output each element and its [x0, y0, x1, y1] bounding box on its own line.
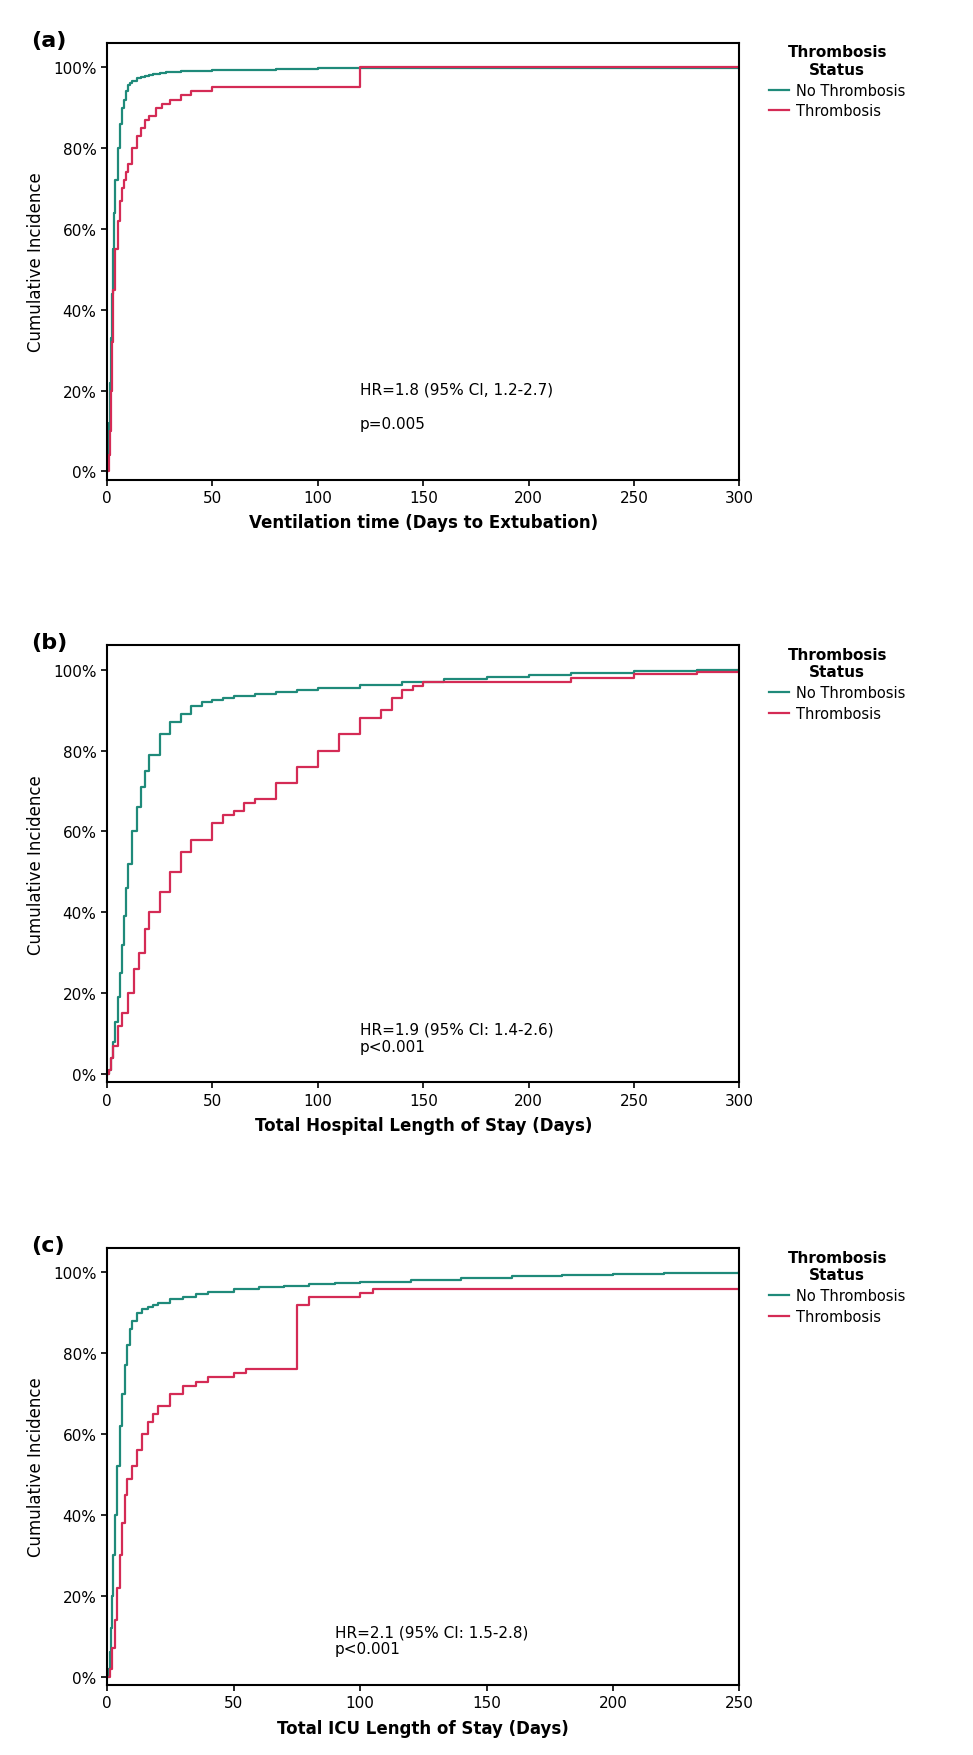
Text: HR=2.1 (95% CI: 1.5-2.8)
p<0.001: HR=2.1 (95% CI: 1.5-2.8) p<0.001 — [335, 1623, 528, 1657]
Text: (c): (c) — [31, 1236, 65, 1255]
Legend: No Thrombosis, Thrombosis: No Thrombosis, Thrombosis — [766, 42, 909, 123]
X-axis label: Total ICU Length of Stay (Days): Total ICU Length of Stay (Days) — [277, 1718, 569, 1736]
Legend: No Thrombosis, Thrombosis: No Thrombosis, Thrombosis — [766, 644, 909, 725]
Text: (a): (a) — [31, 32, 66, 51]
Y-axis label: Cumulative Incidence: Cumulative Incidence — [27, 774, 45, 955]
Text: (b): (b) — [31, 634, 67, 653]
Text: HR=1.9 (95% CI: 1.4-2.6)
p<0.001: HR=1.9 (95% CI: 1.4-2.6) p<0.001 — [360, 1021, 554, 1055]
Legend: No Thrombosis, Thrombosis: No Thrombosis, Thrombosis — [766, 1248, 909, 1327]
X-axis label: Total Hospital Length of Stay (Days): Total Hospital Length of Stay (Days) — [255, 1116, 592, 1134]
Y-axis label: Cumulative Incidence: Cumulative Incidence — [27, 1376, 45, 1557]
Y-axis label: Cumulative Incidence: Cumulative Incidence — [27, 172, 45, 353]
Text: HR=1.8 (95% CI, 1.2-2.7)

p=0.005: HR=1.8 (95% CI, 1.2-2.7) p=0.005 — [360, 383, 553, 432]
X-axis label: Ventilation time (Days to Extubation): Ventilation time (Days to Extubation) — [249, 514, 597, 532]
